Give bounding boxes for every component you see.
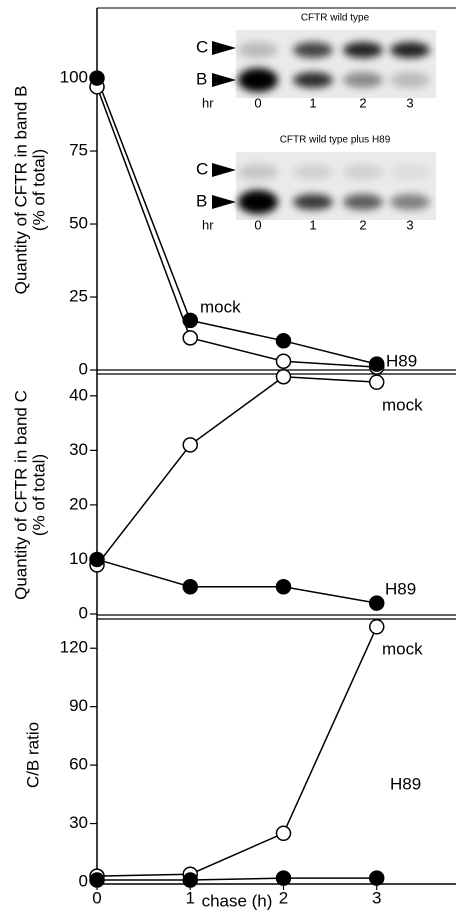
band-label: C	[196, 159, 208, 178]
blot-band	[343, 164, 383, 180]
y-tick-label: 10	[69, 549, 88, 568]
blot-band	[343, 194, 383, 210]
inset-title: CFTR wild type plus H89	[280, 135, 391, 146]
y-tick-label: 50	[69, 214, 88, 233]
lane-label: 3	[406, 217, 413, 232]
band-arrow	[212, 163, 236, 177]
figure: 0255075100Quantity of CFTR in band B(% o…	[0, 0, 456, 912]
data-point	[276, 354, 290, 368]
data-point	[276, 370, 290, 384]
band-arrow	[212, 195, 236, 209]
series-line	[97, 878, 377, 880]
lane-label: 0	[254, 217, 261, 232]
y-tick-label: 120	[60, 638, 88, 657]
blot-band	[238, 164, 278, 180]
y-tick-label: 0	[79, 359, 88, 378]
y-tick-label: 20	[69, 494, 88, 513]
data-point	[370, 375, 384, 389]
series-line	[97, 78, 377, 364]
x-tick-label: 3	[372, 888, 381, 907]
x-tick-label: 0	[92, 888, 101, 907]
data-point	[276, 826, 290, 840]
y-axis-label: (% of total)	[29, 149, 48, 231]
page: {"chart_data": [ {"type": "line", "ylabe…	[0, 0, 456, 912]
blot-band	[343, 72, 383, 88]
data-point	[276, 334, 290, 348]
lane-label: 3	[406, 95, 413, 110]
y-tick-label: 90	[69, 696, 88, 715]
lane-label: 1	[309, 217, 316, 232]
y-tick-label: 25	[69, 287, 88, 306]
series-label: mock	[382, 639, 423, 658]
band-label: C	[196, 37, 208, 56]
data-point	[183, 873, 197, 887]
series-line	[97, 559, 377, 603]
y-axis-label: Quantity of CFTR in band C	[11, 390, 30, 600]
series-line	[97, 377, 377, 565]
band-arrow	[212, 41, 236, 55]
series-label: H89	[386, 351, 417, 370]
data-point	[183, 331, 197, 345]
y-axis-label: (% of total)	[29, 454, 48, 536]
y-tick-label: 100	[60, 68, 88, 87]
blot-band	[390, 164, 430, 180]
band-label: B	[196, 69, 207, 88]
series-label: mock	[200, 297, 241, 316]
data-point	[370, 357, 384, 371]
blot-band	[293, 164, 333, 180]
blot-band	[293, 42, 333, 58]
y-axis-label: C/B ratio	[23, 722, 42, 788]
series-label: H89	[385, 579, 416, 598]
blot-band	[390, 194, 430, 210]
band-label: B	[196, 191, 207, 210]
lane-label: 2	[359, 95, 366, 110]
blot-band	[293, 72, 333, 88]
y-tick-label: 75	[69, 141, 88, 160]
blot-band	[390, 72, 430, 88]
y-tick-label: 30	[69, 440, 88, 459]
y-tick-label: 40	[69, 385, 88, 404]
data-point	[90, 552, 104, 566]
blot-band	[238, 68, 278, 92]
data-point	[183, 438, 197, 452]
y-axis-label: Quantity of CFTR in band B	[11, 86, 30, 295]
data-point	[370, 871, 384, 885]
data-point	[90, 71, 104, 85]
series-label: H89	[390, 774, 421, 793]
x-axis-label: chase (h)	[202, 891, 273, 910]
y-tick-label: 0	[79, 603, 88, 622]
series-label: mock	[382, 395, 423, 414]
y-tick-label: 0	[79, 871, 88, 890]
data-point	[276, 580, 290, 594]
series-line	[97, 87, 377, 367]
inset-title: CFTR wild type	[301, 13, 370, 24]
blot-band	[293, 194, 333, 210]
lane-label: 2	[359, 217, 366, 232]
blot-band	[238, 190, 278, 214]
y-tick-label: 30	[69, 813, 88, 832]
band-arrow	[212, 73, 236, 87]
y-tick-label: 60	[69, 755, 88, 774]
blot-band	[238, 42, 278, 58]
blot-band	[390, 42, 430, 58]
data-point	[276, 871, 290, 885]
lane-label: 0	[254, 95, 261, 110]
blot-band	[343, 42, 383, 58]
data-point	[370, 620, 384, 634]
series-line	[97, 627, 377, 876]
time-label: hr	[202, 95, 214, 110]
x-tick-label: 1	[186, 888, 195, 907]
time-label: hr	[202, 217, 214, 232]
data-point	[370, 596, 384, 610]
data-point	[183, 313, 197, 327]
x-tick-label: 2	[279, 888, 288, 907]
lane-label: 1	[309, 95, 316, 110]
data-point	[90, 873, 104, 887]
data-point	[183, 580, 197, 594]
